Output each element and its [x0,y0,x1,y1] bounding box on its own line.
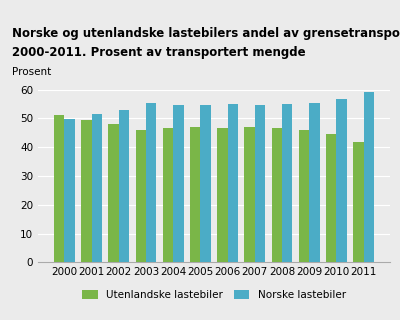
Bar [244,127,255,262]
Text: Prosent: Prosent [12,67,51,77]
Bar [81,120,92,262]
Bar [146,103,156,262]
Legend: Utenlandske lastebiler, Norske lastebiler: Utenlandske lastebiler, Norske lastebile… [82,290,346,300]
Bar [326,134,336,262]
Bar [173,105,184,262]
Text: 2000-2011. Prosent av transportert mengde: 2000-2011. Prosent av transportert mengd… [12,46,305,60]
Text: Norske og utenlandske lastebilers andel av grensetransporten.: Norske og utenlandske lastebilers andel … [12,28,400,40]
Bar [336,100,347,262]
Bar [255,105,265,262]
Bar [136,130,146,262]
Bar [364,92,374,262]
Bar [299,130,309,262]
Bar [353,142,364,262]
Bar [272,128,282,262]
Bar [190,127,200,262]
Bar [282,104,292,262]
Bar [309,103,320,262]
Bar [92,114,102,262]
Bar [163,128,173,262]
Bar [200,105,211,262]
Bar [119,110,129,262]
Bar [228,104,238,262]
Bar [54,115,64,262]
Bar [108,124,119,262]
Bar [64,119,75,262]
Bar [217,128,228,262]
